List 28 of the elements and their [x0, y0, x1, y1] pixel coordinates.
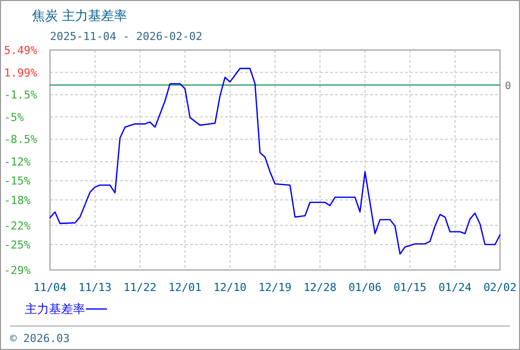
y-tick-label: -18%: [4, 194, 31, 207]
y-tick-label: -22%: [4, 219, 31, 232]
y-tick-label: -12%: [4, 156, 31, 169]
y-tick-label: -29%: [4, 264, 31, 277]
x-tick-label: 12/01: [168, 281, 202, 294]
chart-subtitle: 2025-11-04 - 2026-02-02: [50, 30, 202, 43]
y-tick-label: 1.99%: [4, 66, 38, 80]
x-tick-label: 11/13: [78, 281, 112, 294]
y-tick-label: -1.5%: [4, 88, 38, 102]
x-tick-label: 12/19: [258, 281, 292, 294]
x-tick-label: 12/28: [303, 281, 337, 294]
chart-title: 焦炭 主力基差率: [32, 8, 128, 24]
y-tick-label: 5.49%: [4, 44, 38, 57]
line-series: [49, 68, 501, 255]
x-tick-label: 12/10: [213, 281, 247, 294]
y-tick-label: -8.5%: [4, 133, 38, 146]
y-tick-label: -5%: [4, 110, 24, 124]
x-tick-label: 01/24: [438, 281, 472, 294]
legend-label: 主力基差率: [25, 302, 85, 316]
y-tick-label: -25%: [4, 238, 31, 252]
x-tick-label: 02/02: [483, 281, 517, 294]
y-tick-label: -15%: [4, 174, 31, 188]
x-tick-label: 01/15: [393, 281, 427, 294]
x-tick-label: 11/04: [33, 281, 67, 294]
x-tick-label: 11/22: [123, 281, 157, 294]
ref-line-label: 0: [505, 81, 512, 92]
text: © 2026.03: [10, 332, 70, 345]
x-tick-label: 01/06: [348, 281, 382, 294]
